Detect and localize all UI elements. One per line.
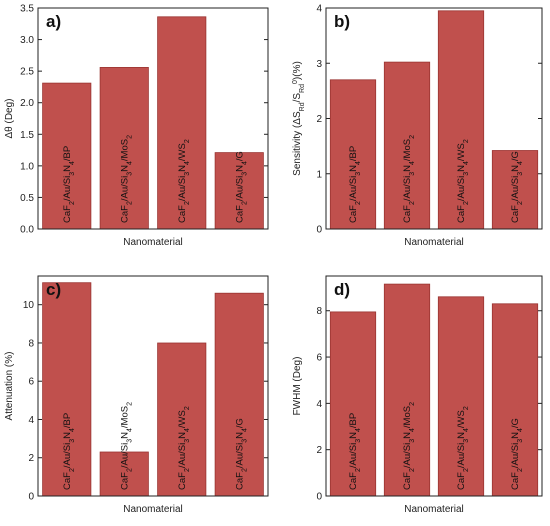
y-tick-label: 1.0 [20,161,34,172]
bar-3 [157,16,207,230]
panel-d: CaF2/Au/Si3N4/BP CaF2/Au/Si3N4/MoS2 CaF2/A… [292,275,543,515]
y-tick-label: 2 [28,453,34,464]
bar-4 [491,303,539,497]
plot-frame [37,275,269,497]
panel-label: b) [334,12,350,31]
y-tick-label: 8 [28,338,34,349]
y-tick-label: 0.5 [20,193,34,204]
y-tick-label: 2.0 [20,98,34,109]
bar-3 [437,296,485,497]
y-tick-label: 0 [316,492,322,503]
y-tick-label: 2 [316,114,322,125]
y-tick-label: 0 [316,225,322,236]
y-axis-label: Δθ (Deg) [4,98,15,138]
bar-3 [157,342,207,497]
plot-frame [37,7,269,230]
panel-label: c) [46,280,61,299]
bar-2 [99,451,149,497]
y-tick-label: 0.0 [20,225,34,236]
bar-category-label: CaF2/Au/Si3N4/WS2 [456,139,470,223]
bar-4 [214,292,264,497]
bar-category-label: CaF2/Au/Si3N4/WS2 [177,139,191,223]
panel-b: CaF2/Au/Si3N4/BP CaF2/Au/Si3N4/MoS2 CaF2/A… [292,4,543,248]
y-tick-label: 1 [316,169,322,180]
y-tick-label: 2 [316,445,322,456]
y-tick-label: 2.5 [20,67,34,78]
bar-category-label: CaF2/Au/Si3N4/G [234,418,248,490]
bar-category-label: CaF2/Au/Si3N4/G [234,151,248,223]
y-tick-label: 3.5 [20,4,34,15]
panel-label: a) [46,12,61,31]
y-tick-label: 4 [28,415,34,426]
bar-category-label: CaF2/Au/Si3N4/BP [62,146,76,223]
panel-c: CaF2/Au/Si3N4/BP CaF2/Au/Si3N4/MoS2 CaF2/A… [4,275,269,515]
bar-category-label: CaF2/Au/Si3N4/WS2 [177,406,191,490]
y-tick-label: 3 [316,59,322,70]
x-axis-label: Nanomaterial [123,237,182,248]
bar-3 [437,10,485,230]
bar-category-label: CaF2/Au/Si3N4/BP [62,413,76,490]
y-axis-label: FWHM (Deg) [292,357,303,416]
bar-4 [491,150,539,230]
x-axis-label: Nanomaterial [404,504,463,515]
bar-2 [383,61,431,230]
bar-1 [329,79,377,230]
bar-category-label: CaF2/Au/Si3N4/MoS2 [402,135,416,223]
y-tick-label: 1.5 [20,130,34,141]
y-tick-label: 3.0 [20,35,34,46]
plot-frame [325,275,543,497]
y-tick-label: 10 [23,300,35,311]
bar-2 [99,67,149,230]
panel-a: CaF2/Au/Si3N4/BP CaF2/Au/Si3N4/MoS2 CaF2/A… [4,4,269,248]
bar-category-label: CaF2/Au/Si3N4/MoS2 [119,135,133,223]
bar-1 [42,82,92,230]
x-axis-label: Nanomaterial [123,504,182,515]
panel-label: d) [334,280,350,299]
bar-1 [329,311,377,497]
y-tick-label: 6 [28,377,34,388]
bar-category-label: CaF2/Au/Si3N4/BP [348,413,362,490]
bar-category-label: CaF2/Au/Si3N4/MoS2 [402,402,416,490]
bar-category-label: CaF2/Au/Si3N4/G [510,151,524,223]
bar-category-label: CaF2/Au/Si3N4/G [510,418,524,490]
bar-4 [214,152,264,230]
bar-category-label: CaF2/Au/Si3N4/MoS2 [119,402,133,490]
bar-category-label: CaF2/Au/Si3N4/BP [348,146,362,223]
y-tick-label: 0 [28,492,34,503]
y-tick-label: 4 [316,399,322,410]
x-axis-label: Nanomaterial [404,237,463,248]
y-tick-label: 6 [316,353,322,364]
bar-category-label: CaF2/Au/Si3N4/WS2 [456,406,470,490]
y-axis-label: Sensitivity (ΔSRd/SRd0)(%) [292,61,306,176]
y-tick-label: 4 [316,4,322,15]
y-tick-label: 8 [316,306,322,317]
bar-2 [383,283,431,497]
y-axis-label: Attenuation (%) [4,352,15,421]
